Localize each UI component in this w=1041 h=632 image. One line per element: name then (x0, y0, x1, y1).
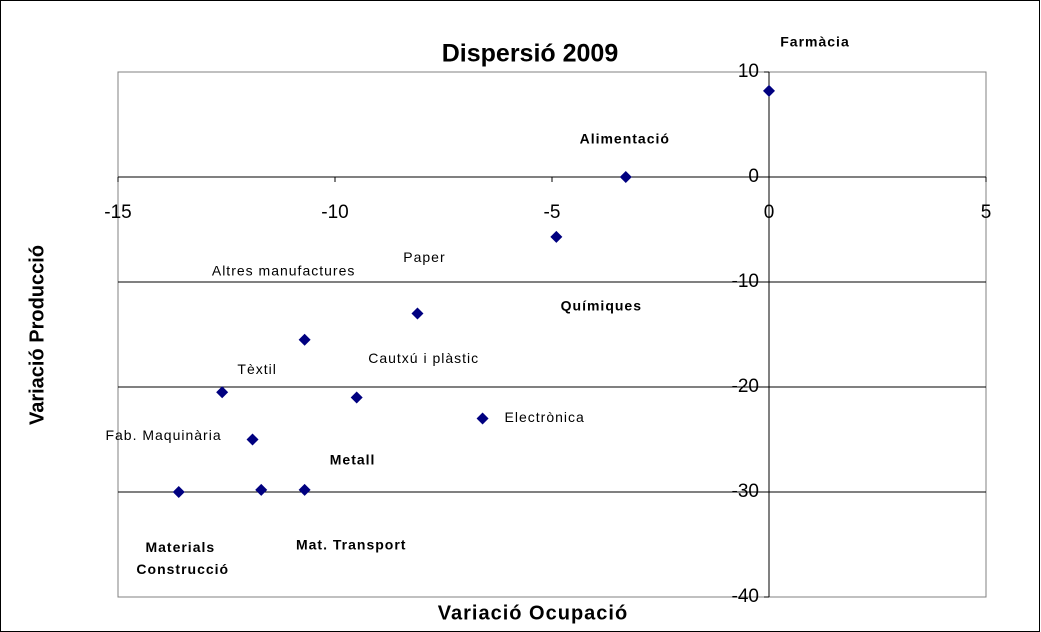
point-label: Paper (403, 249, 445, 265)
plot-area (117, 71, 987, 598)
marker (763, 84, 775, 97)
y-tick-label: -30 (732, 481, 759, 502)
point-label: Mat. Transport (296, 537, 406, 553)
marker (298, 333, 311, 346)
marker (550, 230, 563, 243)
point-label: Alimentació (580, 131, 670, 147)
point-label: Farmàcia (780, 34, 849, 50)
y-tick-label: -40 (732, 586, 759, 607)
y-tick-label: -20 (732, 376, 759, 397)
marker (619, 171, 632, 183)
point-label: Tèxtil (237, 361, 276, 377)
marker (246, 433, 259, 446)
x-axis-label: Variació Ocupació (438, 602, 628, 624)
chart-title: Dispersió 2009 (442, 40, 619, 68)
marker (216, 386, 229, 399)
marker (298, 483, 311, 496)
y-tick-label: -10 (732, 271, 759, 292)
y-axis-label: Variació Producció (26, 245, 48, 425)
point-label: Materials Construcció (136, 539, 229, 577)
point-label: Químiques (561, 298, 642, 314)
x-tick-label: -15 (104, 202, 131, 223)
marker (255, 483, 268, 496)
point-label: Cautxú i plàstic (368, 350, 479, 366)
point-label: Metall (330, 452, 376, 468)
point-label: Altres manufactures (212, 262, 356, 278)
marker (172, 486, 185, 498)
x-tick-label: -5 (544, 202, 561, 223)
marker (476, 412, 489, 425)
y-tick-label: 10 (738, 61, 759, 82)
marker (350, 391, 363, 404)
marker (411, 307, 424, 320)
point-label: Electrònica (505, 409, 585, 425)
x-tick-label: 5 (981, 202, 992, 223)
point-label: Fab. Maquinària (105, 427, 221, 443)
x-tick-label: -10 (321, 202, 348, 223)
